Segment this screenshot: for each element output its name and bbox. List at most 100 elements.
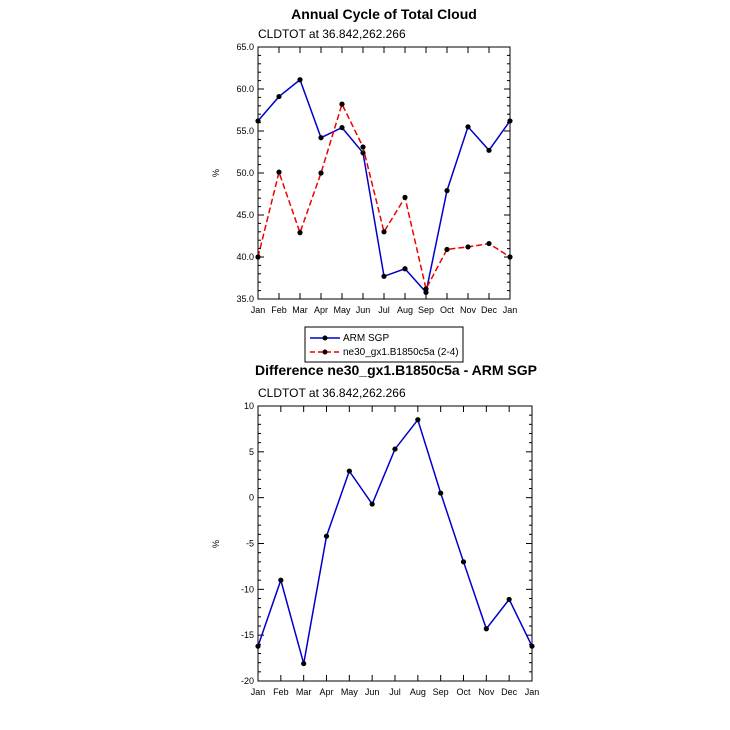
data-point xyxy=(318,135,324,141)
data-point xyxy=(360,144,366,150)
data-point xyxy=(346,468,352,474)
data-point xyxy=(423,286,429,292)
data-point xyxy=(323,533,330,539)
data-point xyxy=(486,147,492,153)
data-point xyxy=(486,240,492,247)
data-point xyxy=(276,93,282,100)
y-tick-label: -5 xyxy=(246,539,254,549)
y-tick-label: 0 xyxy=(249,493,254,503)
x-tick-label: Jan xyxy=(251,305,266,315)
x-tick-label: Dec xyxy=(501,687,518,697)
x-tick-label: Dec xyxy=(481,305,498,315)
data-point xyxy=(402,194,408,200)
data-point xyxy=(339,125,345,131)
x-tick-label: Nov xyxy=(478,687,495,697)
y-tick-labels: -20 -15 -10 -5 0 5 10 xyxy=(241,401,254,686)
y-tick-label: -10 xyxy=(241,584,254,594)
data-point xyxy=(339,101,345,107)
data-point xyxy=(507,118,513,124)
data-point xyxy=(483,626,489,632)
data-point xyxy=(444,246,450,253)
axis-ticks xyxy=(257,405,533,682)
x-tick-label: Jan xyxy=(251,687,266,697)
data-point xyxy=(360,150,366,156)
x-tick-label: Jan xyxy=(503,305,518,315)
data-point xyxy=(465,124,471,130)
data-point xyxy=(415,417,421,423)
series-layer xyxy=(255,77,513,295)
x-tick-label: Jul xyxy=(389,687,401,697)
legend: ARM SGP ne30_gx1.B1850c5a (2-4) xyxy=(304,326,464,363)
x-tick-label: Aug xyxy=(397,305,413,315)
data-point xyxy=(318,170,324,176)
x-tick-label: Mar xyxy=(296,687,312,697)
legend-label-model: ne30_gx1.B1850c5a (2-4) xyxy=(343,347,459,358)
legend-label-arm-sgp: ARM SGP xyxy=(343,333,389,344)
y-tick-label: 45.0 xyxy=(236,210,254,220)
x-tick-label: Jun xyxy=(365,687,380,697)
data-point xyxy=(278,577,284,583)
data-point xyxy=(255,118,261,124)
chart-subtitle: CLDTOT at 36.842,262.266 xyxy=(258,27,406,41)
chart-title: Annual Cycle of Total Cloud xyxy=(291,6,477,22)
x-tick-label: Mar xyxy=(292,305,308,315)
legend-box xyxy=(304,326,464,363)
chart-subtitle: CLDTOT at 36.842,262.266 xyxy=(258,386,406,400)
data-point xyxy=(255,643,261,649)
difference-chart: Difference ne30_gx1.B1850c5a - ARM SGP C… xyxy=(211,362,539,697)
data-point xyxy=(392,446,398,452)
series-layer xyxy=(255,417,535,667)
x-tick-label: Feb xyxy=(271,305,287,315)
y-tick-label: 40.0 xyxy=(236,252,254,262)
y-tick-label: 5 xyxy=(249,447,254,457)
data-point xyxy=(402,266,408,272)
x-tick-labels: Jan Feb Mar Apr May Jun Jul Aug Sep Oct Nov Dec Jan xyxy=(251,687,540,697)
plot-frame xyxy=(257,46,511,300)
y-tick-label: 65.0 xyxy=(236,42,254,52)
data-point xyxy=(438,490,444,496)
x-tick-label: Feb xyxy=(273,687,289,697)
y-tick-label: -20 xyxy=(241,676,254,686)
data-point xyxy=(381,229,387,235)
y-axis-label: % xyxy=(211,169,221,177)
y-tick-label: 35.0 xyxy=(236,294,254,304)
x-tick-label: Sep xyxy=(418,305,434,315)
series-line-0 xyxy=(257,78,511,294)
x-tick-label: Oct xyxy=(456,687,471,697)
data-point xyxy=(506,596,512,603)
data-point xyxy=(444,188,450,194)
axis-ticks xyxy=(257,46,511,300)
data-point xyxy=(460,559,467,565)
x-tick-label: Jul xyxy=(378,305,390,315)
chart-title: Difference ne30_gx1.B1850c5a - ARM SGP xyxy=(255,362,537,378)
data-point xyxy=(255,254,261,260)
x-tick-labels: Jan Feb Mar Apr May Jun Jul Aug Sep Oct Nov Dec Jan xyxy=(251,305,518,315)
x-tick-label: Oct xyxy=(440,305,455,315)
y-tick-label: 60.0 xyxy=(236,84,254,94)
data-point xyxy=(276,169,282,175)
legend-marker-model xyxy=(322,349,328,355)
x-tick-label: Jun xyxy=(356,305,371,315)
x-tick-label: Jan xyxy=(525,687,540,697)
legend-marker-arm-sgp xyxy=(322,335,328,341)
x-tick-label: Apr xyxy=(314,305,328,315)
series-line-0 xyxy=(257,418,533,664)
annual-cycle-chart: Annual Cycle of Total Cloud CLDTOT at 36… xyxy=(211,6,517,315)
y-axis-label: % xyxy=(211,540,221,548)
x-tick-label: Aug xyxy=(410,687,426,697)
y-tick-label: 55.0 xyxy=(236,126,254,136)
data-point xyxy=(465,244,471,250)
data-point xyxy=(297,230,303,236)
data-point xyxy=(369,501,375,507)
x-tick-label: Sep xyxy=(433,687,449,697)
y-tick-labels: 35.0 40.0 45.0 50.0 55.0 60.0 65.0 xyxy=(236,42,254,304)
data-point xyxy=(301,660,307,667)
data-point xyxy=(529,643,535,649)
y-tick-label: 50.0 xyxy=(236,168,254,178)
data-point xyxy=(507,254,513,260)
x-tick-label: May xyxy=(341,687,359,697)
x-tick-label: Nov xyxy=(460,305,477,315)
data-point xyxy=(297,77,303,83)
x-tick-label: Apr xyxy=(319,687,333,697)
